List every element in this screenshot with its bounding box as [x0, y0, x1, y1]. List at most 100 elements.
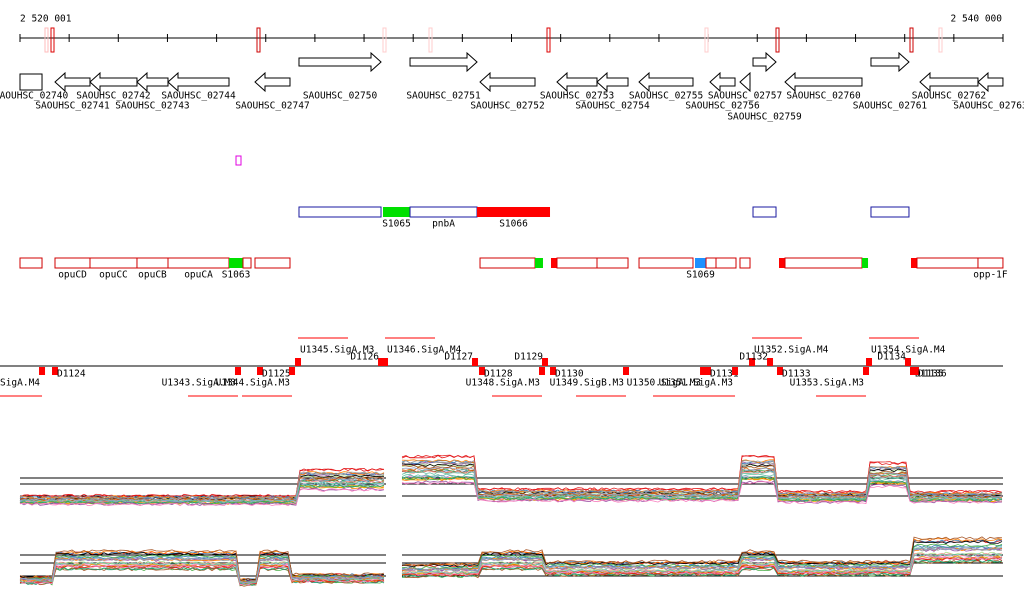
gene-label: SAOUHSC_02744 [161, 91, 236, 102]
operon [550, 258, 557, 268]
gene-label: SAOUHSC_02747 [235, 101, 309, 112]
gene-label: SAOUHSC_02762 [912, 91, 986, 102]
tss-label: U1353.SigA.M3 [790, 378, 864, 389]
operon [477, 207, 551, 217]
tss-label: D1132 [739, 352, 768, 363]
expression-line [401, 470, 1003, 500]
operon [705, 257, 717, 269]
expression-line [401, 466, 1003, 499]
expression-line [19, 488, 385, 507]
operon-label: S1063 [222, 270, 251, 281]
tss [472, 358, 479, 366]
expression-line [19, 477, 385, 502]
ruler-feature [704, 27, 709, 53]
tss-label: D1135 [915, 369, 944, 380]
expression-line [19, 480, 385, 503]
marker [235, 155, 242, 166]
expression-line [401, 459, 1003, 496]
tss-label: U1345.SigA.M3 [300, 345, 374, 356]
tss-label: D1127 [444, 352, 473, 363]
gene [709, 71, 736, 93]
operon-label: S1065 [382, 219, 411, 230]
tss-label: D1130 [555, 369, 584, 380]
operon [779, 258, 786, 268]
expression-line [19, 557, 385, 583]
tss-label: U1352.SigA.M4 [754, 345, 829, 356]
gene [919, 71, 979, 93]
tss [289, 367, 296, 375]
tss-label: U1346.SigA.M4 [387, 345, 462, 356]
gene-label: SAOUHSC_02743 [115, 101, 189, 112]
gene [479, 71, 536, 93]
gene-label: SAOUHSC_02761 [853, 101, 928, 112]
operon [784, 257, 863, 269]
tss-label: D1136 [918, 369, 947, 380]
operon [916, 257, 979, 269]
gene-label: SAOUHSC_02759 [727, 112, 802, 123]
ruler-end: 2 540 000 [951, 14, 1003, 25]
expression-line [401, 464, 1003, 498]
gene-label: SAOUHSC_02756 [685, 101, 760, 112]
gene [596, 71, 629, 93]
operon-label: pnbA [432, 219, 455, 230]
expression-line [19, 564, 385, 585]
tss-label: U1349.SigB.M3 [550, 378, 624, 389]
tss-label: U1348.SigA.M3 [466, 378, 540, 389]
gene-label: SAOUHSC_02755 [629, 91, 703, 102]
tss [904, 358, 911, 366]
tss [913, 367, 920, 375]
tss [378, 358, 385, 366]
operon [298, 206, 382, 218]
ruler-feature [909, 27, 914, 53]
operon [870, 206, 910, 218]
tss-label: SigA.M4 [0, 378, 40, 389]
ruler-feature [428, 27, 433, 53]
tss [704, 367, 711, 375]
tss-label: D1129 [514, 352, 543, 363]
gene [54, 71, 91, 93]
tss-label: U1354.SigA.M4 [871, 345, 946, 356]
gene-label: SAOUHSC_02741 [35, 101, 110, 112]
gene [752, 51, 777, 73]
tss-label: D1126 [350, 352, 379, 363]
operon-label: opp-1F [973, 270, 1008, 281]
operon [861, 258, 869, 268]
expression-line [401, 454, 1003, 494]
operon [167, 257, 230, 269]
expression-line [401, 481, 1003, 504]
gene [298, 51, 382, 73]
tss-label: U1343.SigA.M3 [162, 378, 236, 389]
expression-line [19, 467, 385, 498]
ruler-feature [256, 27, 261, 53]
ruler-start: 2 520 001 [20, 14, 72, 25]
operon [715, 257, 737, 269]
gene [870, 51, 910, 73]
tss-label: D1134 [877, 352, 906, 363]
operon-label: S1066 [499, 219, 528, 230]
operon [54, 257, 91, 269]
tss [257, 367, 264, 375]
tss [478, 367, 485, 375]
expression-line [19, 475, 385, 501]
expression-line [19, 557, 385, 584]
ruler-feature [938, 27, 943, 53]
gene-label: SAOUHSC_02753 [540, 91, 614, 102]
tss [866, 358, 873, 366]
tss-label: D1133 [782, 369, 811, 380]
tss [700, 367, 707, 375]
operon [739, 257, 751, 269]
gene [89, 71, 138, 93]
operon [638, 257, 694, 269]
tss [776, 367, 783, 375]
expression-line [19, 484, 385, 505]
expression-line [401, 471, 1003, 501]
gene-label: SAOUHSC_02754 [575, 101, 650, 112]
expression-line [19, 564, 385, 586]
expression-line [401, 476, 1003, 503]
expression-line [401, 538, 1003, 567]
tss [732, 367, 739, 375]
operon [89, 257, 138, 269]
expression-line [401, 480, 1002, 504]
tss-label: U1344.SigA.M3 [216, 378, 290, 389]
